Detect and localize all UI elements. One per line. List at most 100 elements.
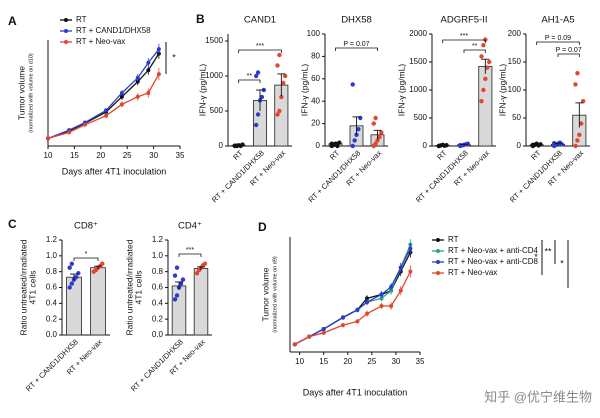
x-tick-label: 20: [343, 357, 352, 366]
annotation: *: [172, 52, 176, 62]
annotation: *: [85, 251, 88, 258]
y-axis-sublabel: 4T1 cells: [27, 270, 37, 304]
data-point: [573, 143, 578, 149]
x-tick-label: 20: [96, 151, 105, 160]
data-point: [436, 143, 442, 149]
data-point: [194, 271, 200, 276]
data-point: [76, 271, 81, 276]
data-point: [365, 296, 370, 301]
panel-label: A: [8, 14, 17, 28]
data-point: [579, 121, 584, 126]
data-point: [479, 54, 484, 59]
data-point: [172, 297, 178, 302]
data-point: [355, 319, 360, 324]
series-line: [294, 248, 411, 345]
y-axis-label: IFN-γ (pg/mL): [497, 64, 507, 117]
data-point: [282, 73, 288, 79]
legend-marker: [64, 18, 68, 22]
data-point: [379, 130, 384, 135]
data-point: [275, 112, 280, 117]
significance-bracket: [73, 257, 99, 261]
data-point: [580, 99, 586, 104]
data-point: [259, 94, 265, 100]
y-tick-label: 1.0: [152, 251, 164, 260]
annotation: ***: [186, 247, 194, 254]
y-tick-label: 1.2: [46, 235, 58, 244]
panel-label: C: [8, 217, 17, 231]
x-tick-label: 35: [416, 357, 425, 366]
y-axis-sublabel: (normalized with volume on d10): [28, 53, 34, 133]
data-point: [275, 63, 280, 68]
data-point: [408, 246, 413, 251]
data-point: [307, 334, 312, 339]
data-point: [398, 288, 403, 293]
legend-marker: [436, 249, 440, 253]
data-point: [119, 94, 124, 99]
data-point: [172, 273, 178, 278]
data-point: [483, 76, 488, 82]
data-point: [481, 87, 486, 93]
legend-label: RT: [448, 235, 459, 244]
data-point: [135, 75, 140, 80]
data-point: [100, 261, 105, 266]
data-point: [340, 315, 345, 320]
significance-bracket: [238, 49, 282, 53]
legend-label: RT + CAND1/DHX58: [76, 26, 151, 35]
data-point: [389, 304, 394, 308]
data-point: [119, 91, 124, 95]
data-point: [178, 281, 184, 286]
data-point: [575, 138, 580, 143]
y-tick-label: 1.2: [152, 235, 164, 244]
data-point: [73, 275, 79, 280]
y-tick-label: 150: [508, 57, 522, 66]
panel-label: B: [196, 12, 205, 26]
data-point: [379, 304, 384, 308]
y-axis-sublabel: (normalized with volume on d9): [272, 256, 278, 333]
data-point: [119, 102, 124, 107]
y-tick-label: 500: [414, 113, 428, 122]
x-axis-label: Days after 4T1 inoculation: [62, 166, 167, 176]
data-point: [146, 91, 151, 95]
y-axis-label: IFN-γ (pg/mL): [299, 64, 309, 117]
data-point: [481, 43, 486, 48]
data-point: [82, 122, 87, 127]
data-point: [373, 115, 378, 121]
data-point: [255, 112, 261, 117]
annotation: *: [560, 258, 564, 268]
y-tick-label: 1500: [205, 36, 223, 45]
data-point: [277, 52, 282, 58]
y-tick-label: 1000: [409, 85, 427, 94]
data-point: [573, 82, 578, 87]
data-point: [465, 141, 471, 146]
y-tick-label: 1500: [409, 57, 427, 66]
chart-title: CAND1: [244, 15, 276, 26]
legend-marker: [64, 29, 68, 33]
y-axis-label: Tumor volume: [260, 267, 270, 321]
data-point: [530, 142, 536, 148]
y-tick-label: 0.8: [152, 267, 164, 276]
y-tick-label: 0.2: [46, 314, 58, 323]
legend-label: RT + Neo-vax: [76, 37, 125, 46]
data-point: [575, 71, 580, 76]
significance-bracket: [536, 41, 580, 45]
chart-title: DHX58: [341, 15, 372, 26]
y-tick-label: 0.6: [152, 283, 164, 292]
data-point: [135, 94, 140, 99]
data-point: [281, 80, 286, 86]
data-point: [279, 94, 284, 100]
x-tick-label: 10: [44, 151, 53, 160]
y-axis-label: Tumor volume: [16, 66, 26, 120]
annotation: P = 0.07: [556, 47, 582, 54]
significance-bracket: [442, 39, 486, 43]
data-point: [479, 99, 484, 104]
data-point: [174, 265, 180, 270]
y-tick-label: 0.0: [152, 330, 164, 339]
bar: [90, 267, 106, 336]
y-tick-label: 100: [508, 85, 522, 94]
annotation: ***: [460, 33, 468, 40]
panel-label: D: [258, 220, 267, 234]
y-tick-label: 1000: [205, 71, 223, 80]
y-tick-label: 100: [307, 29, 321, 38]
